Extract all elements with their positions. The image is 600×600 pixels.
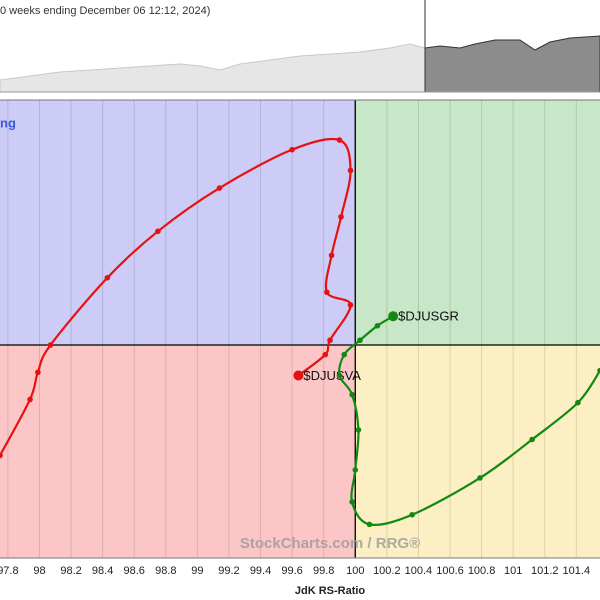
trail-point xyxy=(338,214,344,220)
trail-point xyxy=(216,185,223,191)
x-tick-label: 97.8 xyxy=(0,565,19,577)
trail-point xyxy=(327,337,333,344)
trail-point xyxy=(27,396,33,403)
quadrant-weakening xyxy=(355,345,600,558)
trail-point xyxy=(529,436,535,443)
x-tick-label: 99.6 xyxy=(281,565,302,577)
trail-point xyxy=(575,399,581,406)
trail-point xyxy=(47,342,54,348)
x-tick-label: 99.2 xyxy=(218,565,239,577)
quadrant-leading xyxy=(355,100,600,346)
trail-point xyxy=(352,467,359,473)
quadrant-label: ng xyxy=(0,115,16,130)
x-tick-label: 100.2 xyxy=(373,565,401,577)
trail-point xyxy=(374,322,381,329)
trail-point xyxy=(322,351,329,358)
trail-point xyxy=(347,302,354,308)
x-tick-label: 99.8 xyxy=(313,565,334,577)
history-area xyxy=(0,43,426,93)
trail-point xyxy=(155,228,161,235)
trail-point xyxy=(328,252,335,259)
head-point xyxy=(388,311,399,322)
x-tick-label: 98.8 xyxy=(155,565,176,577)
x-tick-label: 98.2 xyxy=(60,565,81,577)
x-tick-label: 100.6 xyxy=(436,565,464,577)
quadrant-improving xyxy=(0,100,356,346)
x-tick-label: 101 xyxy=(504,565,522,577)
trail-point xyxy=(289,146,295,153)
trail-point xyxy=(324,289,330,295)
trail-point xyxy=(355,427,362,433)
x-tick-label: 101.4 xyxy=(563,565,591,577)
trail-point xyxy=(336,137,343,143)
trail-point xyxy=(104,274,111,281)
x-tick-label: 100 xyxy=(346,565,364,577)
x-tick-label: 100.4 xyxy=(405,565,433,577)
x-tick-label: 98.6 xyxy=(123,565,144,577)
trail-point xyxy=(347,167,354,174)
series-label: $DJUSVA xyxy=(303,368,361,383)
x-axis-label: JdK RS-Ratio xyxy=(295,585,366,597)
trail-point xyxy=(409,511,415,518)
trail-point xyxy=(349,499,355,505)
trail xyxy=(0,137,352,457)
x-tick-label: 101.2 xyxy=(531,565,559,577)
x-tick-label: 99.4 xyxy=(250,565,271,577)
trail-point xyxy=(366,521,373,528)
head-point xyxy=(293,370,304,381)
x-tick-label: 98.4 xyxy=(92,565,113,577)
trail-point xyxy=(477,475,483,481)
trail-point xyxy=(357,337,363,344)
x-tick-label: 99 xyxy=(191,565,203,577)
subtitle: 0 weeks ending December 06 12:12, 2024) xyxy=(0,5,210,17)
trail-point xyxy=(349,391,355,398)
trail-point xyxy=(336,372,343,379)
series-label: $DJUSGR xyxy=(398,309,459,324)
trail-point xyxy=(35,369,41,376)
watermark: StockCharts.com / RRG® xyxy=(240,535,420,552)
x-tick-label: 100.8 xyxy=(468,565,496,577)
trail-point xyxy=(597,367,600,374)
trail-point xyxy=(0,452,3,459)
recent-area xyxy=(424,35,600,93)
trail-point xyxy=(341,351,348,358)
x-tick-label: 98 xyxy=(33,565,45,577)
quadrant-lagging xyxy=(0,345,356,558)
